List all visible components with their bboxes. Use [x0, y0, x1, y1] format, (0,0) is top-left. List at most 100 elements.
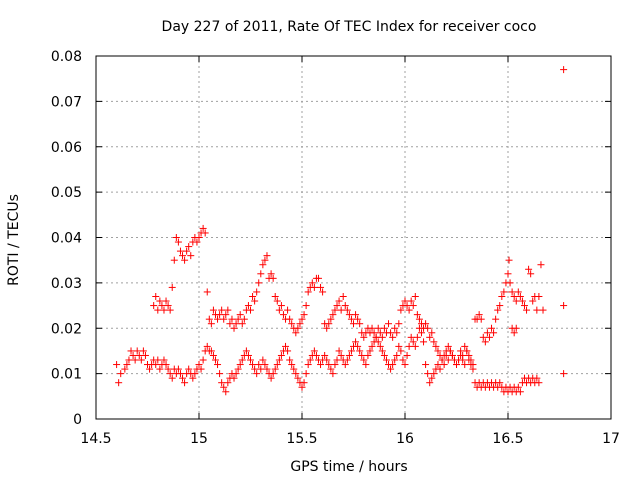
data-point [323, 356, 331, 364]
data-point [113, 361, 121, 369]
data-point [345, 351, 353, 359]
data-point [516, 388, 524, 396]
data-point [405, 342, 413, 350]
data-point [162, 297, 170, 305]
y-tick-label: 0.03 [51, 276, 82, 292]
data-point [393, 351, 401, 359]
x-tick-label: 17 [602, 431, 620, 447]
data-point [131, 356, 139, 364]
data-point [306, 356, 314, 364]
data-point [292, 329, 300, 337]
data-point [141, 351, 149, 359]
data-point [393, 329, 401, 337]
data-point [154, 356, 162, 364]
data-point [333, 302, 341, 310]
data-point [347, 315, 355, 323]
data-point [255, 279, 263, 287]
data-point [209, 351, 217, 359]
data-point [428, 374, 436, 382]
data-point [267, 374, 275, 382]
data-point [238, 320, 246, 328]
data-point [216, 311, 224, 319]
data-point [199, 224, 207, 232]
data-point [211, 356, 219, 364]
data-point [424, 370, 432, 378]
data-point [397, 347, 405, 355]
data-point [403, 302, 411, 310]
data-point [378, 347, 386, 355]
data-point [310, 347, 318, 355]
data-point [201, 229, 209, 237]
data-point [249, 361, 257, 369]
data-point [358, 351, 366, 359]
x-tick-label: 15.5 [286, 431, 317, 447]
data-point [203, 342, 211, 350]
data-point [259, 356, 267, 364]
data-point [129, 351, 137, 359]
data-point [504, 270, 512, 278]
data-point [197, 365, 205, 373]
grid-lines [96, 56, 611, 419]
data-point [269, 274, 277, 282]
data-point [232, 370, 240, 378]
data-point [327, 365, 335, 373]
data-point [166, 306, 174, 314]
data-point [483, 329, 491, 337]
data-point [146, 365, 154, 373]
data-point [401, 361, 409, 369]
data-point [479, 333, 487, 341]
data-point [341, 361, 349, 369]
data-point [372, 333, 380, 341]
data-point [409, 338, 417, 346]
data-point [533, 306, 541, 314]
data-point [529, 297, 537, 305]
y-tick-label: 0.08 [51, 49, 82, 65]
data-point [310, 283, 318, 291]
data-point [284, 306, 292, 314]
data-point [403, 351, 411, 359]
data-point [224, 306, 232, 314]
data-point [366, 347, 374, 355]
data-point [490, 329, 498, 337]
data-point [368, 342, 376, 350]
data-point [220, 383, 228, 391]
data-point [240, 315, 248, 323]
data-point [228, 315, 236, 323]
data-point [314, 274, 322, 282]
data-point [174, 365, 182, 373]
data-point [411, 292, 419, 300]
data-point [352, 311, 360, 319]
data-point [341, 302, 349, 310]
data-point [183, 247, 191, 255]
data-point [387, 329, 395, 337]
data-point [343, 356, 351, 364]
data-point [413, 311, 421, 319]
data-point [187, 252, 195, 260]
data-point [440, 361, 448, 369]
data-point [304, 288, 312, 296]
data-point [345, 311, 353, 319]
data-point [300, 311, 308, 319]
data-point [242, 347, 250, 355]
data-point [168, 283, 176, 291]
data-point [160, 356, 168, 364]
data-point [214, 361, 222, 369]
data-point [263, 365, 271, 373]
data-point [518, 297, 526, 305]
data-point [337, 351, 345, 359]
data-point [150, 302, 158, 310]
data-point [253, 370, 261, 378]
y-tick-label: 0.06 [51, 140, 82, 156]
data-point [432, 342, 440, 350]
data-point [236, 361, 244, 369]
y-tick-label: 0.05 [51, 185, 82, 201]
data-point [273, 361, 281, 369]
data-point [176, 247, 184, 255]
data-point [397, 306, 405, 314]
data-point [199, 356, 207, 364]
data-point [251, 365, 259, 373]
data-point [214, 315, 222, 323]
data-point [271, 292, 279, 300]
data-point [347, 347, 355, 355]
data-point [374, 338, 382, 346]
